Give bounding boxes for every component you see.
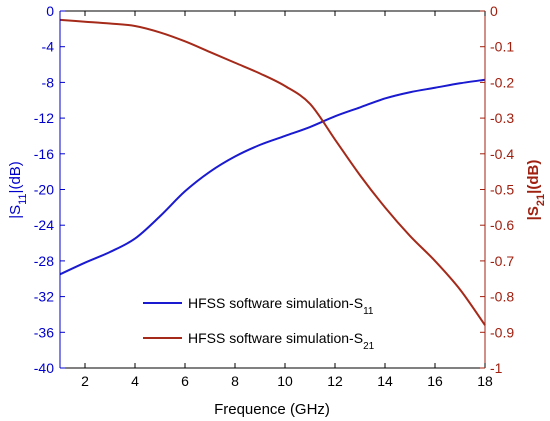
y-right-tick-label-7: -0.7 bbox=[490, 253, 514, 269]
y-left-tick-label-0: 0 bbox=[46, 3, 54, 19]
y-left-tick-label-5: -20 bbox=[34, 182, 54, 198]
y-right-tick-label-3: -0.3 bbox=[490, 110, 514, 126]
x-tick-label-8: 18 bbox=[477, 373, 493, 389]
y-right-tick-label-2: -0.2 bbox=[490, 74, 514, 90]
y-right-tick-label-6: -0.6 bbox=[490, 217, 514, 233]
series-layer bbox=[59, 18, 486, 326]
x-tick-label-1: 4 bbox=[131, 373, 139, 389]
x-tick-label-7: 16 bbox=[427, 373, 443, 389]
ticks-layer: 2 4 6 8 10 12 14 16 18 0 -4 -8 -12 -16 -20 -24 -28 -32 -36… bbox=[34, 3, 515, 389]
y-left-tick-label-1: -4 bbox=[42, 39, 55, 55]
plot-area bbox=[60, 11, 485, 368]
legend-label-s11-sub: 11 bbox=[363, 306, 374, 317]
y-left-tick-label-2: -8 bbox=[42, 74, 55, 90]
x-tick-label-5: 12 bbox=[327, 373, 343, 389]
y-right-tick-label-1: -0.1 bbox=[490, 39, 514, 55]
y-right-tick-label-10: -1 bbox=[490, 360, 503, 376]
x-tick-label-3: 8 bbox=[231, 373, 239, 389]
x-tick-label-6: 14 bbox=[377, 373, 393, 389]
legend-label-s21-sub: 21 bbox=[363, 341, 375, 352]
y-right-tick-label-4: -0.4 bbox=[490, 146, 514, 162]
y-left-tick-label-10: -40 bbox=[34, 360, 54, 376]
y-right-tick-label-5: -0.5 bbox=[490, 182, 514, 198]
series-line-s21 bbox=[59, 18, 486, 326]
y-right-tick-label-9: -0.9 bbox=[490, 324, 514, 340]
x-tick-label-0: 2 bbox=[81, 373, 89, 389]
y-left-tick-label-4: -16 bbox=[34, 146, 54, 162]
y-right-axis-title-sub: 21 bbox=[535, 194, 547, 206]
series-line-s11 bbox=[59, 78, 486, 276]
y-left-axis-title-sub: 11 bbox=[17, 193, 29, 204]
x-tick-label-4: 10 bbox=[277, 373, 293, 389]
x-axis-title: Frequence (GHz) bbox=[214, 401, 330, 418]
y-left-tick-label-7: -28 bbox=[34, 253, 54, 269]
x-tick-label-2: 6 bbox=[181, 373, 189, 389]
y-left-axis-title: |S11|(dB) bbox=[7, 161, 29, 219]
y-left-tick-label-6: -24 bbox=[34, 217, 54, 233]
y-right-tick-label-0: 0 bbox=[490, 3, 498, 19]
y-right-tick-label-8: -0.8 bbox=[490, 289, 514, 305]
y-right-axis-title: |S21|(dB) bbox=[525, 160, 547, 221]
y-left-tick-label-9: -36 bbox=[34, 324, 54, 340]
y-left-tick-label-8: -32 bbox=[34, 289, 54, 305]
y-left-tick-label-3: -12 bbox=[34, 110, 54, 126]
